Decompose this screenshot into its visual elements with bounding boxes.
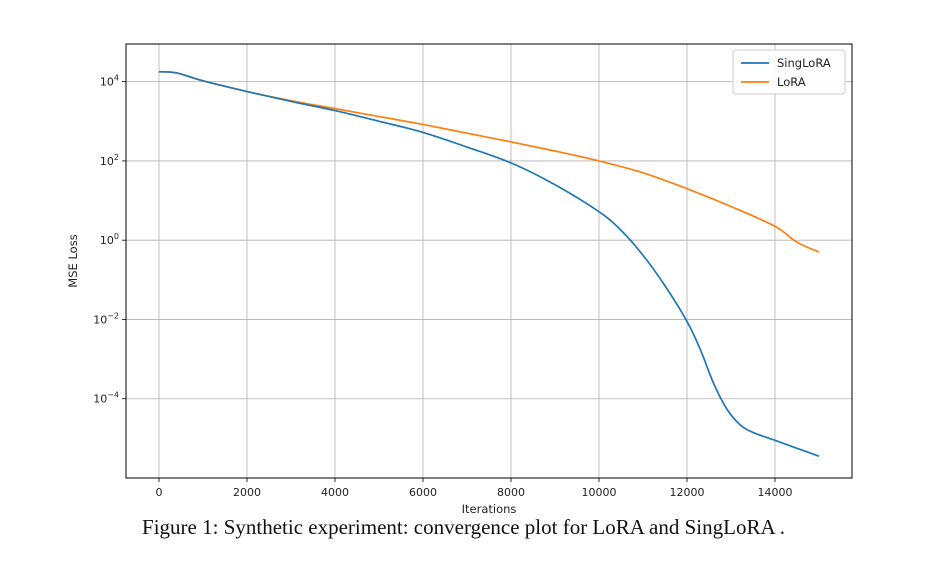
y-axis: 104 102 100 10−2 10−4 [93,74,126,406]
y-tick-label: 10−2 [93,311,119,326]
legend-label: SingLoRA [777,56,831,70]
chart: 0 2000 4000 6000 8000 10000 12000 14000 1041021… [66,43,853,515]
y-axis-label: MSE Loss [66,234,80,287]
legend-label: LoRA [777,75,806,89]
y-tick-label: 102 [100,153,119,168]
x-tick-label: 2000 [233,486,261,499]
x-tick-label: 0 [156,486,163,499]
y-tick-label: 104 [100,74,119,89]
y-tick-label: 10−4 [93,391,119,406]
x-tick-label: 12000 [670,486,705,499]
grid [126,44,852,478]
x-tick-label: 10000 [582,486,617,499]
x-tick-label: 8000 [497,486,525,499]
legend: SingLoRA LoRA [732,49,846,95]
series-line-singlora [158,70,820,458]
x-tick-label: 14000 [758,486,793,499]
x-axis: 0 2000 4000 6000 8000 10000 12000 14000 [156,478,793,499]
legend-box [732,49,846,95]
x-tick-label: 4000 [321,486,349,499]
y-tick-label: 100 [100,232,119,247]
figure-caption: Figure 1: Synthetic experiment: converge… [142,515,785,539]
series-line-lora [158,70,820,253]
x-tick-label: 6000 [409,486,437,499]
series-layer [158,70,820,458]
x-axis-label: Iterations [462,502,517,515]
plot-frame [125,43,853,479]
